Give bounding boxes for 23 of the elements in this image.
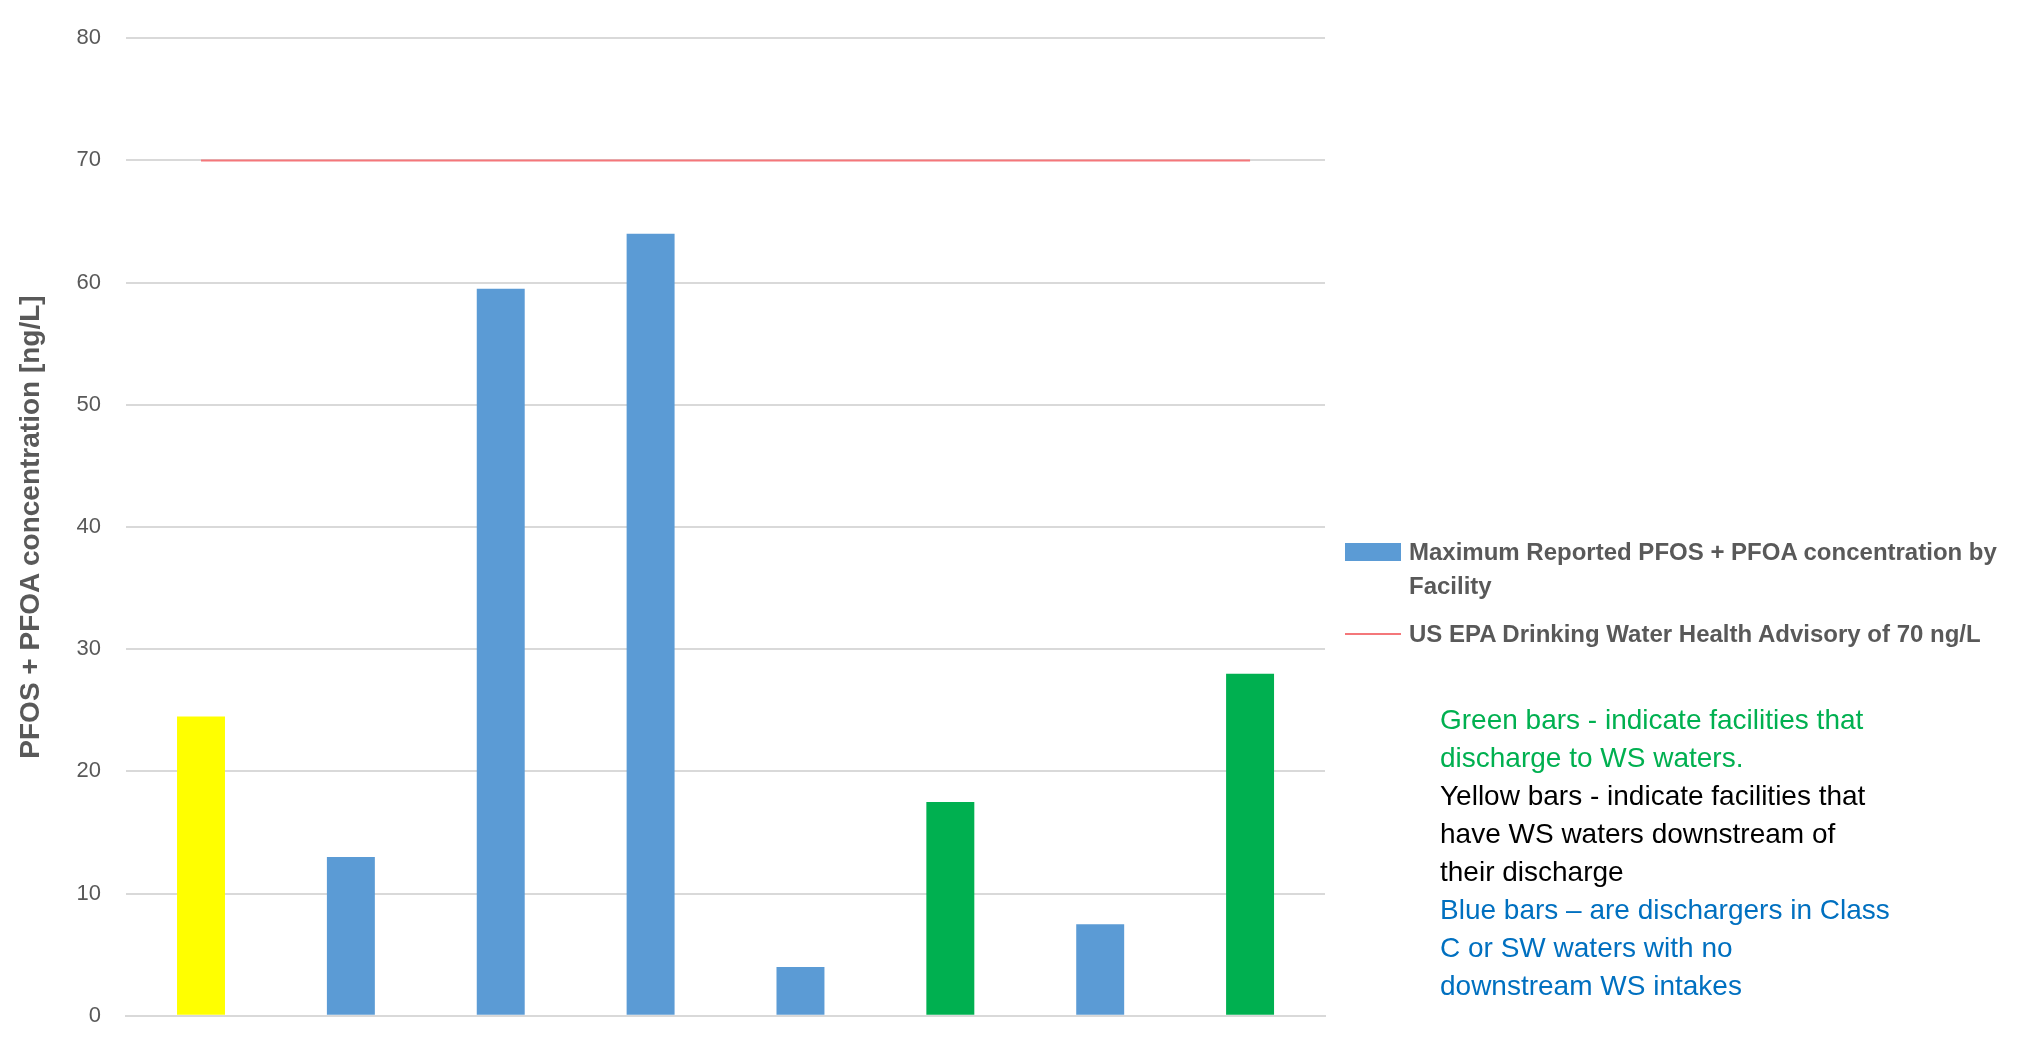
y-tick-label: 30 [76, 635, 102, 661]
bar [1076, 924, 1125, 1015]
text: Green bars - indicate facilities that discharge to WS waters. [1440, 703, 1865, 775]
y-tick-label: 20 [76, 757, 102, 783]
y-tick-label: 10 [76, 879, 102, 905]
text: Yellow bars - indicate facilities that have WS waters downstream of their discharge [1440, 779, 1867, 889]
y-axis-title: PFOS + PFOA concentration [ng/L] [13, 295, 45, 759]
bar [326, 856, 375, 1015]
y-tick-label: 70 [76, 146, 102, 172]
text: Blue bars – are dischargers in Class C or SW waters with no downstream WS intakes [1440, 893, 1890, 1003]
y-tick-label: 80 [76, 24, 102, 50]
bar [177, 716, 225, 1015]
y-tick-label: 50 [76, 390, 102, 416]
y-tick-label: 40 [76, 513, 102, 539]
bar [626, 233, 675, 1015]
bar [926, 801, 975, 1015]
bar [476, 288, 525, 1015]
legend-label: US EPA Drinking Water Health Advisory of 70 ng/L [1409, 619, 1981, 649]
bar [776, 966, 825, 1015]
legend-label: Maximum Reported PFOS + PFOA concentration by Facility [1409, 537, 1998, 601]
y-tick-label: 60 [76, 268, 102, 294]
y-tick-label: 0 [88, 1001, 102, 1027]
bar [1226, 673, 1275, 1015]
